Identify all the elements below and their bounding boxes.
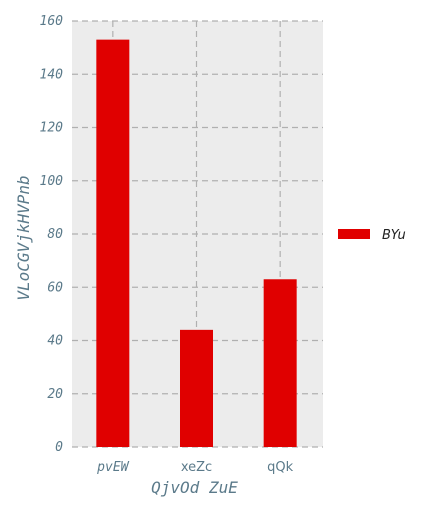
y-tick-label: 60 bbox=[47, 280, 63, 295]
x-tick-label: pvEW bbox=[96, 460, 129, 475]
x-tick-label: qQk bbox=[267, 460, 293, 475]
legend-label: BYu bbox=[382, 228, 406, 243]
bar-pvEW bbox=[96, 39, 130, 447]
y-tick-label: 100 bbox=[40, 174, 64, 189]
bar-xeZc bbox=[180, 329, 213, 447]
legend-swatch bbox=[338, 229, 370, 239]
x-axis-label: QjvOd ZuE bbox=[151, 478, 238, 497]
y-tick-labels: 0 20 40 60 80 100 120 140 160 bbox=[40, 14, 64, 455]
bar-qQk bbox=[263, 279, 297, 447]
x-tick-label: xeZc bbox=[181, 460, 212, 475]
y-tick-label: 20 bbox=[47, 387, 63, 402]
y-tick-label: 120 bbox=[40, 121, 64, 136]
bars bbox=[96, 39, 297, 447]
y-tick-label: 40 bbox=[47, 334, 63, 349]
y-tick-label: 140 bbox=[40, 67, 64, 82]
x-tick-labels: pvEW xeZc qQk bbox=[96, 460, 293, 475]
y-tick-label: 160 bbox=[40, 14, 64, 29]
y-tick-label: 80 bbox=[47, 227, 63, 242]
y-axis-label: VLoCGVjkHVPnb bbox=[14, 175, 33, 300]
y-tick-label: 0 bbox=[55, 440, 63, 455]
legend: BYu bbox=[338, 228, 406, 243]
